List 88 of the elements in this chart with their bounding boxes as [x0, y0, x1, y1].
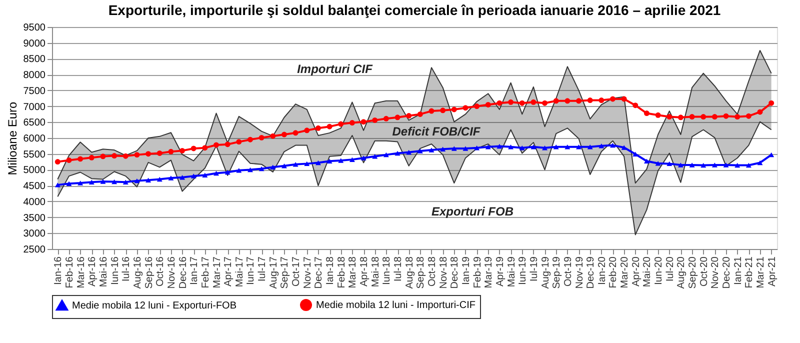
x-tick-label: Mai-16 [98, 256, 110, 288]
x-tick-label: Feb-21 [744, 256, 756, 288]
x-tick-label: Ian-18 [325, 256, 336, 285]
y-tick-label: 4500 [23, 181, 46, 192]
x-tick-label: Nov-16 [166, 256, 178, 289]
chart-title: Exporturile, importurile şi soldul balanţei comerciale în perioada ianuarie 2016 – aprilie 2021 [108, 2, 721, 18]
x-tick-label: Oct-20 [698, 256, 710, 287]
x-tick-label: Mar-16 [76, 256, 87, 288]
x-tick-label: Dec-20 [722, 256, 733, 289]
x-tick-label: Apr-19 [494, 256, 506, 287]
x-tick-label: Apr-16 [87, 256, 98, 287]
x-tick-label: Aug-18 [404, 256, 416, 289]
x-tick-label: Mar-21 [756, 256, 767, 288]
line-series [57, 50, 772, 184]
x-tick-label: Mai-17 [234, 256, 246, 288]
x-tick-label: Iul-16 [121, 256, 132, 282]
x-tick-label: Nov-17 [302, 256, 314, 289]
y-tick-label: 3500 [23, 212, 46, 224]
x-tick-label: Iul-20 [664, 256, 676, 282]
annotation: Deficit FOB/CIF [392, 124, 481, 138]
x-tick-label: Ian-20 [596, 256, 608, 285]
legend-label: Medie mobila 12 luni - Importuri-CIF [316, 300, 476, 311]
x-tick-label: Aug-20 [676, 256, 688, 289]
x-tick-label: Mar-19 [484, 256, 495, 288]
x-tick-label: Sep-20 [688, 256, 699, 289]
y-tick-label: 6500 [23, 118, 46, 129]
x-tick-label: Ian-19 [460, 256, 472, 285]
y-tick-label: 9000 [23, 38, 46, 50]
x-tick-label: Iun-19 [518, 256, 529, 285]
x-tick-label: Mai-20 [642, 256, 654, 288]
x-tick-label: Mar-18 [348, 256, 359, 288]
line-series [57, 121, 772, 236]
x-tick-label: Oct-19 [562, 256, 574, 287]
y-tick-label: 7500 [23, 86, 46, 97]
x-tick-label: Aug-16 [132, 256, 144, 289]
y-tick-label: 9500 [23, 22, 46, 34]
x-tick-label: Iul-18 [393, 256, 404, 282]
x-tick-label: Oct-16 [155, 256, 166, 287]
x-tick-label: Ian-21 [732, 256, 744, 285]
x-tick-label: Apr-18 [359, 256, 370, 287]
x-tick-label: Iul-19 [528, 256, 540, 282]
x-tick-label: Sep-19 [552, 256, 563, 289]
y-tick-label: 3000 [23, 228, 46, 240]
x-tick-label: Sep-16 [144, 256, 155, 289]
x-tick-label: Dec-19 [586, 256, 597, 289]
x-tick-label: Iun-20 [654, 256, 665, 285]
x-tick-label: Sep-18 [416, 256, 427, 289]
x-tick-label: Ian-17 [189, 256, 200, 285]
x-tick-label: Mai-19 [506, 256, 518, 288]
x-tick-label: Dec-16 [178, 256, 189, 289]
x-tick-label: Oct-17 [291, 256, 302, 287]
y-tick-label: 2500 [23, 244, 46, 256]
x-tick-label: Mai-18 [370, 256, 382, 288]
x-tick-label: Aug-17 [268, 256, 280, 289]
y-tick-label: 5500 [23, 149, 46, 160]
x-tick-label: Nov-20 [710, 256, 722, 289]
x-tick-label: Nov-19 [574, 256, 586, 289]
x-tick-label: Feb-17 [200, 256, 212, 288]
x-tick-label: Nov-18 [438, 256, 450, 289]
x-tick-label: Iul-17 [257, 256, 268, 282]
x-tick-label: Feb-20 [608, 256, 620, 288]
x-tick-label: Sep-17 [280, 256, 291, 289]
x-tick-label: Dec-17 [314, 256, 325, 289]
y-tick-label: 8000 [23, 70, 46, 82]
x-tick-label: Oct-18 [426, 256, 438, 287]
x-tick-label: Aug-19 [540, 256, 552, 289]
y-tick-label: 4000 [23, 196, 46, 208]
x-tick-label: Apr-20 [630, 256, 642, 287]
x-tick-label: Apr-21 [766, 256, 778, 287]
y-tick-label: 5000 [23, 165, 46, 176]
x-tick-label: Mar-20 [620, 256, 631, 288]
x-tick-label: Feb-18 [336, 256, 348, 288]
x-tick-label: Iun-16 [110, 256, 121, 285]
x-tick-label: Iun-17 [246, 256, 257, 285]
x-tick-label: Apr-17 [223, 256, 234, 287]
x-tick-label: Ian-16 [53, 256, 64, 285]
y-axis-title: Milioane Euro [5, 101, 20, 176]
x-tick-label: Feb-16 [64, 256, 76, 288]
y-tick-label: 8500 [23, 54, 46, 66]
text: Importuri CIF [297, 62, 374, 76]
x-tick-label: Mar-17 [212, 256, 223, 288]
text: Exporturi FOB [431, 204, 514, 218]
x-tick-label: Feb-19 [472, 256, 484, 288]
x-tick-label: Iun-18 [382, 256, 393, 285]
y-tick-label: 6000 [23, 134, 46, 144]
legend-label: Medie mobila 12 luni - Exporturi-FOB [72, 300, 237, 312]
y-tick-label: 7000 [23, 102, 46, 113]
x-tick-label: Dec-18 [450, 256, 461, 289]
